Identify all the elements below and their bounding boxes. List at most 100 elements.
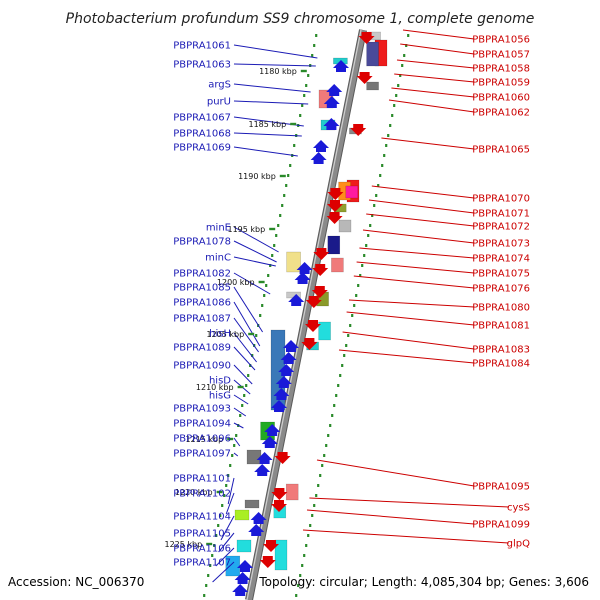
leader-line: [233, 317, 260, 353]
reverse-strand-arrow: [305, 320, 321, 332]
kbp-label: 1210 kbp: [196, 383, 234, 392]
leader-line: [371, 185, 475, 199]
right-gene-label: PBPRA1062: [472, 108, 530, 119]
leader-line: [233, 452, 239, 457]
leader-line: [368, 199, 475, 214]
forward-strand-arrow: [273, 388, 290, 400]
reverse-strand-arrow: [263, 540, 279, 552]
right-gene-label: PBPRA1070: [472, 194, 530, 205]
left-gene-label: hisH: [209, 329, 231, 340]
right-gene-label: PBPRA1065: [472, 145, 530, 156]
leader-line: [394, 73, 475, 83]
leader-line: [388, 99, 475, 113]
gene-feature: [234, 509, 250, 521]
forward-strand-arrow: [256, 452, 273, 464]
leader-line: [233, 301, 261, 347]
reverse-strand-arrow: [305, 296, 322, 308]
left-gene-label: PBPRA1078: [173, 237, 231, 248]
leader-line: [402, 29, 475, 40]
leader-line: [391, 87, 475, 98]
gene-feature: [366, 41, 379, 67]
leader-line: [233, 346, 256, 371]
right-gene-label: PBPRA1075: [472, 269, 530, 280]
gene-feature: [345, 185, 359, 199]
genome-summary-text: Topology: circular; Length: 4,085,304 bp…: [258, 575, 589, 589]
right-gene-label: PBPRA1095: [472, 482, 530, 493]
gene-feature: [274, 539, 288, 571]
left-gene-label: PBPRA1068: [173, 129, 231, 140]
reverse-strand-arrow: [350, 124, 367, 136]
reverse-strand-arrow: [311, 286, 328, 298]
reverse-strand-arrow: [271, 500, 287, 512]
left-gene-label: PBPRA1087: [173, 314, 231, 325]
right-gene-label: PBPRA1080: [472, 303, 530, 314]
left-gene-label: PBPRA1102: [173, 489, 231, 500]
right-gene-label: PBPRA1084: [472, 359, 530, 370]
forward-strand-arrow: [248, 524, 265, 536]
leader-line: [233, 83, 311, 93]
leader-line: [233, 240, 277, 263]
leader-line: [233, 407, 247, 417]
left-gene-label: hisG: [209, 391, 231, 402]
reverse-strand-arrow: [301, 338, 318, 350]
left-gene-label: PBPRA1061: [173, 41, 231, 52]
forward-strand-arrow: [237, 560, 253, 572]
forward-strand-arrow: [280, 352, 297, 364]
leader-line: [215, 547, 235, 567]
leader-line: [366, 213, 475, 227]
left-gene-label: purU: [207, 97, 231, 108]
feature-layer: [225, 31, 388, 596]
reverse-strand-arrow: [271, 488, 288, 500]
reverse-strand-arrow: [312, 264, 329, 276]
leader-line: [233, 146, 298, 157]
leader-line: [212, 561, 235, 583]
reverse-strand-arrow: [327, 200, 343, 212]
left-gene-label: PBPRA1086: [173, 298, 231, 309]
kbp-label: 1205 kbp: [206, 330, 244, 339]
forward-strand-arrow: [250, 512, 267, 524]
leader-line: [348, 299, 475, 308]
forward-strand-arrow: [234, 572, 251, 584]
leader-line: [309, 497, 510, 508]
right-gene-label: PBPRA1060: [472, 93, 530, 104]
leader-line: [233, 286, 264, 333]
leader-line: [233, 226, 279, 253]
reverse-strand-arrow: [356, 72, 373, 84]
forward-strand-arrow: [296, 262, 313, 274]
leader-line: [227, 477, 235, 505]
gene-feature: [338, 219, 352, 233]
right-gene-label: PBPRA1074: [472, 254, 530, 265]
leader-line: [218, 532, 235, 553]
kbp-label: 1190 kbp: [238, 172, 276, 181]
forward-strand-arrow: [326, 84, 343, 96]
gene-feature: [244, 499, 260, 509]
right-gene-label: PBPRA1072: [472, 222, 530, 233]
leader-line: [225, 492, 235, 515]
forward-strand-arrow: [275, 376, 292, 388]
reverse-strand-arrow: [327, 188, 344, 200]
leader-line: [233, 437, 241, 447]
right-gene-label: PBPRA1083: [472, 345, 530, 356]
tick-layer: [203, 34, 410, 597]
leader-line: [342, 331, 475, 350]
leader-line: [400, 43, 475, 55]
reverse-strand-arrow: [326, 212, 343, 224]
leader-line: [233, 272, 271, 295]
leader-line: [233, 256, 276, 267]
left-gene-label: PBPRA1085: [173, 283, 231, 294]
backbone-layer: [245, 29, 367, 600]
leader-line: [233, 364, 253, 385]
left-gene-label: PBPRA1090: [173, 361, 231, 372]
leader-line: [220, 515, 235, 541]
forward-strand-arrow: [261, 436, 278, 448]
forward-strand-arrow: [283, 340, 299, 352]
leader-line: [356, 261, 475, 274]
leader-line: [362, 229, 475, 244]
forward-strand-arrow: [254, 464, 271, 476]
forward-strand-arrow: [333, 60, 349, 72]
forward-strand-arrow: [313, 140, 329, 152]
left-gene-label: hisD: [209, 376, 231, 387]
gene-feature: [246, 449, 262, 465]
left-gene-label: PBPRA1101: [173, 474, 231, 485]
